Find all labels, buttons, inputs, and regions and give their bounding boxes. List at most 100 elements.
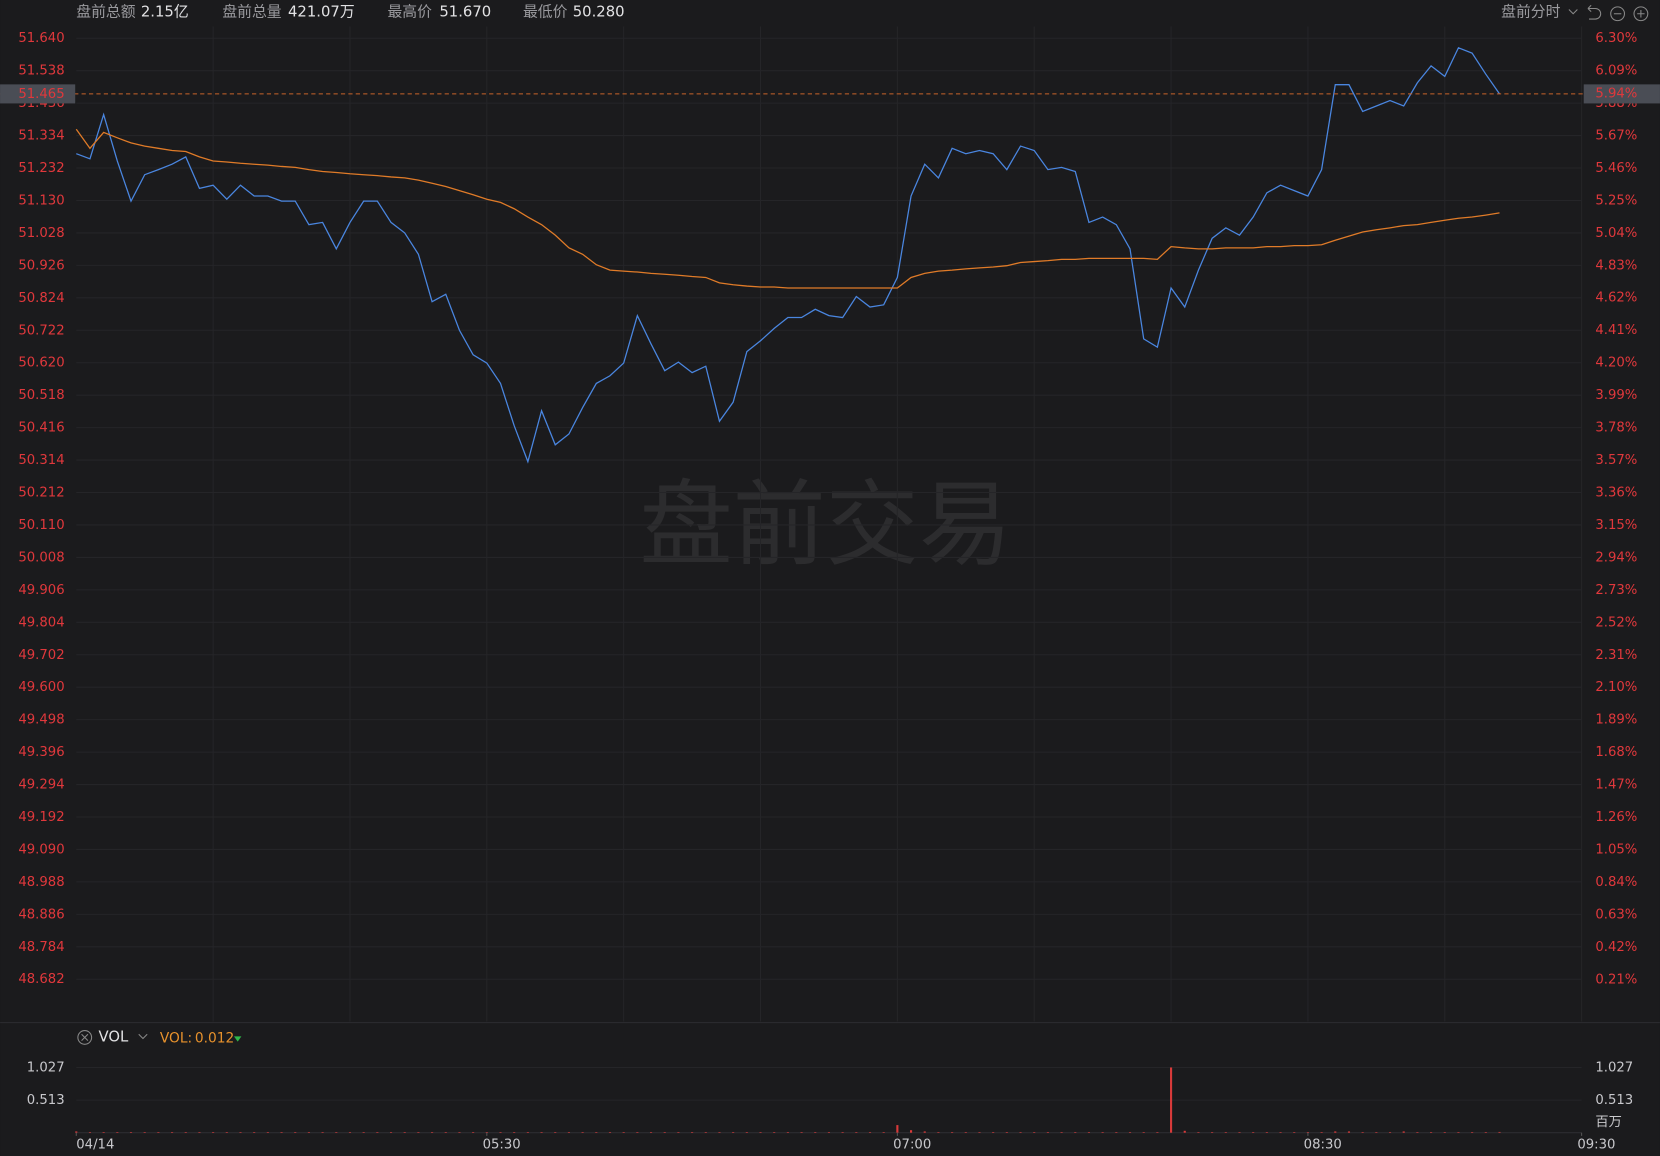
volume-bar	[1375, 1132, 1378, 1133]
volume-bar	[1183, 1130, 1186, 1133]
y2-tick-label: 2.52%	[1595, 615, 1637, 630]
dropdown-arrow[interactable]	[138, 1033, 148, 1040]
volume-bar	[458, 1132, 461, 1133]
volume-bar	[1347, 1131, 1351, 1133]
volume-bar	[1334, 1131, 1337, 1133]
volume-bar	[444, 1132, 447, 1133]
y-tick-label: 50.824	[18, 291, 64, 306]
volume-bar	[773, 1132, 776, 1133]
volume-bar	[239, 1132, 242, 1133]
y2-tick-label: 5.67%	[1595, 128, 1637, 143]
volume-bar	[499, 1132, 502, 1133]
y-tick-label: 49.294	[18, 778, 64, 793]
mode-selector[interactable]: 盘前分时	[1501, 3, 1560, 21]
volume-bar	[923, 1131, 926, 1133]
volume-bar	[814, 1132, 817, 1133]
volume-bar	[855, 1132, 858, 1133]
volume-bar	[1087, 1132, 1091, 1133]
volume-bar	[157, 1132, 160, 1133]
price-line	[76, 46, 1501, 464]
volume-bar	[567, 1132, 570, 1133]
y-tick-label: 49.090	[18, 842, 64, 857]
volume-bar	[389, 1132, 393, 1133]
volume-bar	[951, 1132, 954, 1133]
volume-bar	[1361, 1132, 1364, 1133]
volume-bar	[1388, 1132, 1392, 1133]
volume-bar	[526, 1132, 529, 1133]
indicator-name[interactable]: VOL	[99, 1028, 130, 1045]
volume-bar	[1443, 1132, 1446, 1133]
stat-value: 51.670	[439, 4, 491, 21]
volume-bar	[294, 1132, 297, 1133]
volume-bar	[691, 1132, 694, 1133]
y2-tick-label: 6.09%	[1595, 64, 1637, 79]
y-tick-label: 49.192	[18, 810, 64, 825]
x-tick-label: 08:30	[1304, 1137, 1342, 1152]
y2-tick-label: 3.36%	[1595, 485, 1637, 500]
volume-bar	[1279, 1132, 1282, 1133]
volume-bar	[102, 1132, 105, 1133]
volume-bar	[1224, 1132, 1227, 1133]
stat-label: 盘前总量	[222, 3, 281, 21]
zoom-out-icon[interactable]	[1610, 6, 1626, 22]
y2-tick-label: 3.99%	[1595, 388, 1637, 403]
volume-bar	[1074, 1132, 1077, 1133]
y-tick-label: 51.130	[18, 193, 64, 208]
volume-bar	[143, 1132, 146, 1133]
volume-bar	[1019, 1132, 1022, 1133]
undo-icon[interactable]	[1587, 4, 1602, 20]
stat-value: 2.15亿	[141, 4, 189, 21]
volume-bar	[1156, 1132, 1159, 1133]
volume-bar	[718, 1132, 721, 1133]
volume-bar	[1033, 1132, 1036, 1133]
volume-bar	[622, 1132, 625, 1133]
volume-bar	[759, 1132, 762, 1133]
volume-bar	[649, 1132, 653, 1133]
y-tick-label: 50.008	[18, 550, 64, 565]
volume-bar	[253, 1132, 256, 1133]
volume-bar	[581, 1132, 584, 1133]
y2-tick-label: 0.42%	[1595, 940, 1637, 955]
volume-bar	[129, 1132, 133, 1133]
volume-bar	[909, 1130, 913, 1133]
y-tick-label: 51.334	[18, 129, 64, 144]
volume-bar	[403, 1132, 406, 1133]
close-indicator[interactable]	[77, 1030, 93, 1045]
y-tick-label: 49.600	[18, 680, 64, 695]
y2-tick-label: 0.84%	[1595, 875, 1637, 890]
volume-bar	[732, 1132, 735, 1133]
price-line	[75, 128, 1500, 289]
x-tick-label: 05:30	[483, 1137, 521, 1152]
volume-bar	[1060, 1132, 1063, 1133]
volume-unit: 百万	[1595, 1115, 1621, 1130]
volume-bar	[1115, 1132, 1118, 1133]
volume-bar	[595, 1132, 598, 1133]
volume-bar	[307, 1132, 310, 1133]
volume-bar	[513, 1132, 516, 1133]
volume-bar	[184, 1132, 187, 1133]
y2-tick-label: 4.83%	[1595, 258, 1637, 273]
volume-bar	[1252, 1132, 1255, 1133]
dropdown-arrow[interactable]	[1568, 9, 1578, 15]
volume-bar	[882, 1132, 885, 1133]
y2-tick-label: 2.10%	[1595, 680, 1637, 695]
volume-bar	[431, 1132, 434, 1133]
volume-bar	[677, 1132, 680, 1133]
zoom-in-icon[interactable]	[1633, 6, 1649, 22]
volume-bar	[841, 1132, 844, 1133]
volume-bar	[1306, 1132, 1309, 1133]
volume-bar	[362, 1132, 365, 1133]
y-tick-label: 50.926	[18, 258, 64, 273]
y-tick-label: 48.988	[18, 875, 64, 890]
volume-bar	[1170, 1067, 1173, 1133]
volume-bar	[1238, 1132, 1241, 1133]
stat-label: 最低价	[523, 4, 568, 21]
y2-tick-label: 2.73%	[1595, 583, 1637, 598]
y2-tick-label: 3.15%	[1595, 518, 1637, 533]
volume-bar	[1142, 1132, 1145, 1133]
volume-bar	[376, 1132, 379, 1133]
volume-bar	[896, 1125, 899, 1133]
volume-bar	[348, 1132, 352, 1133]
